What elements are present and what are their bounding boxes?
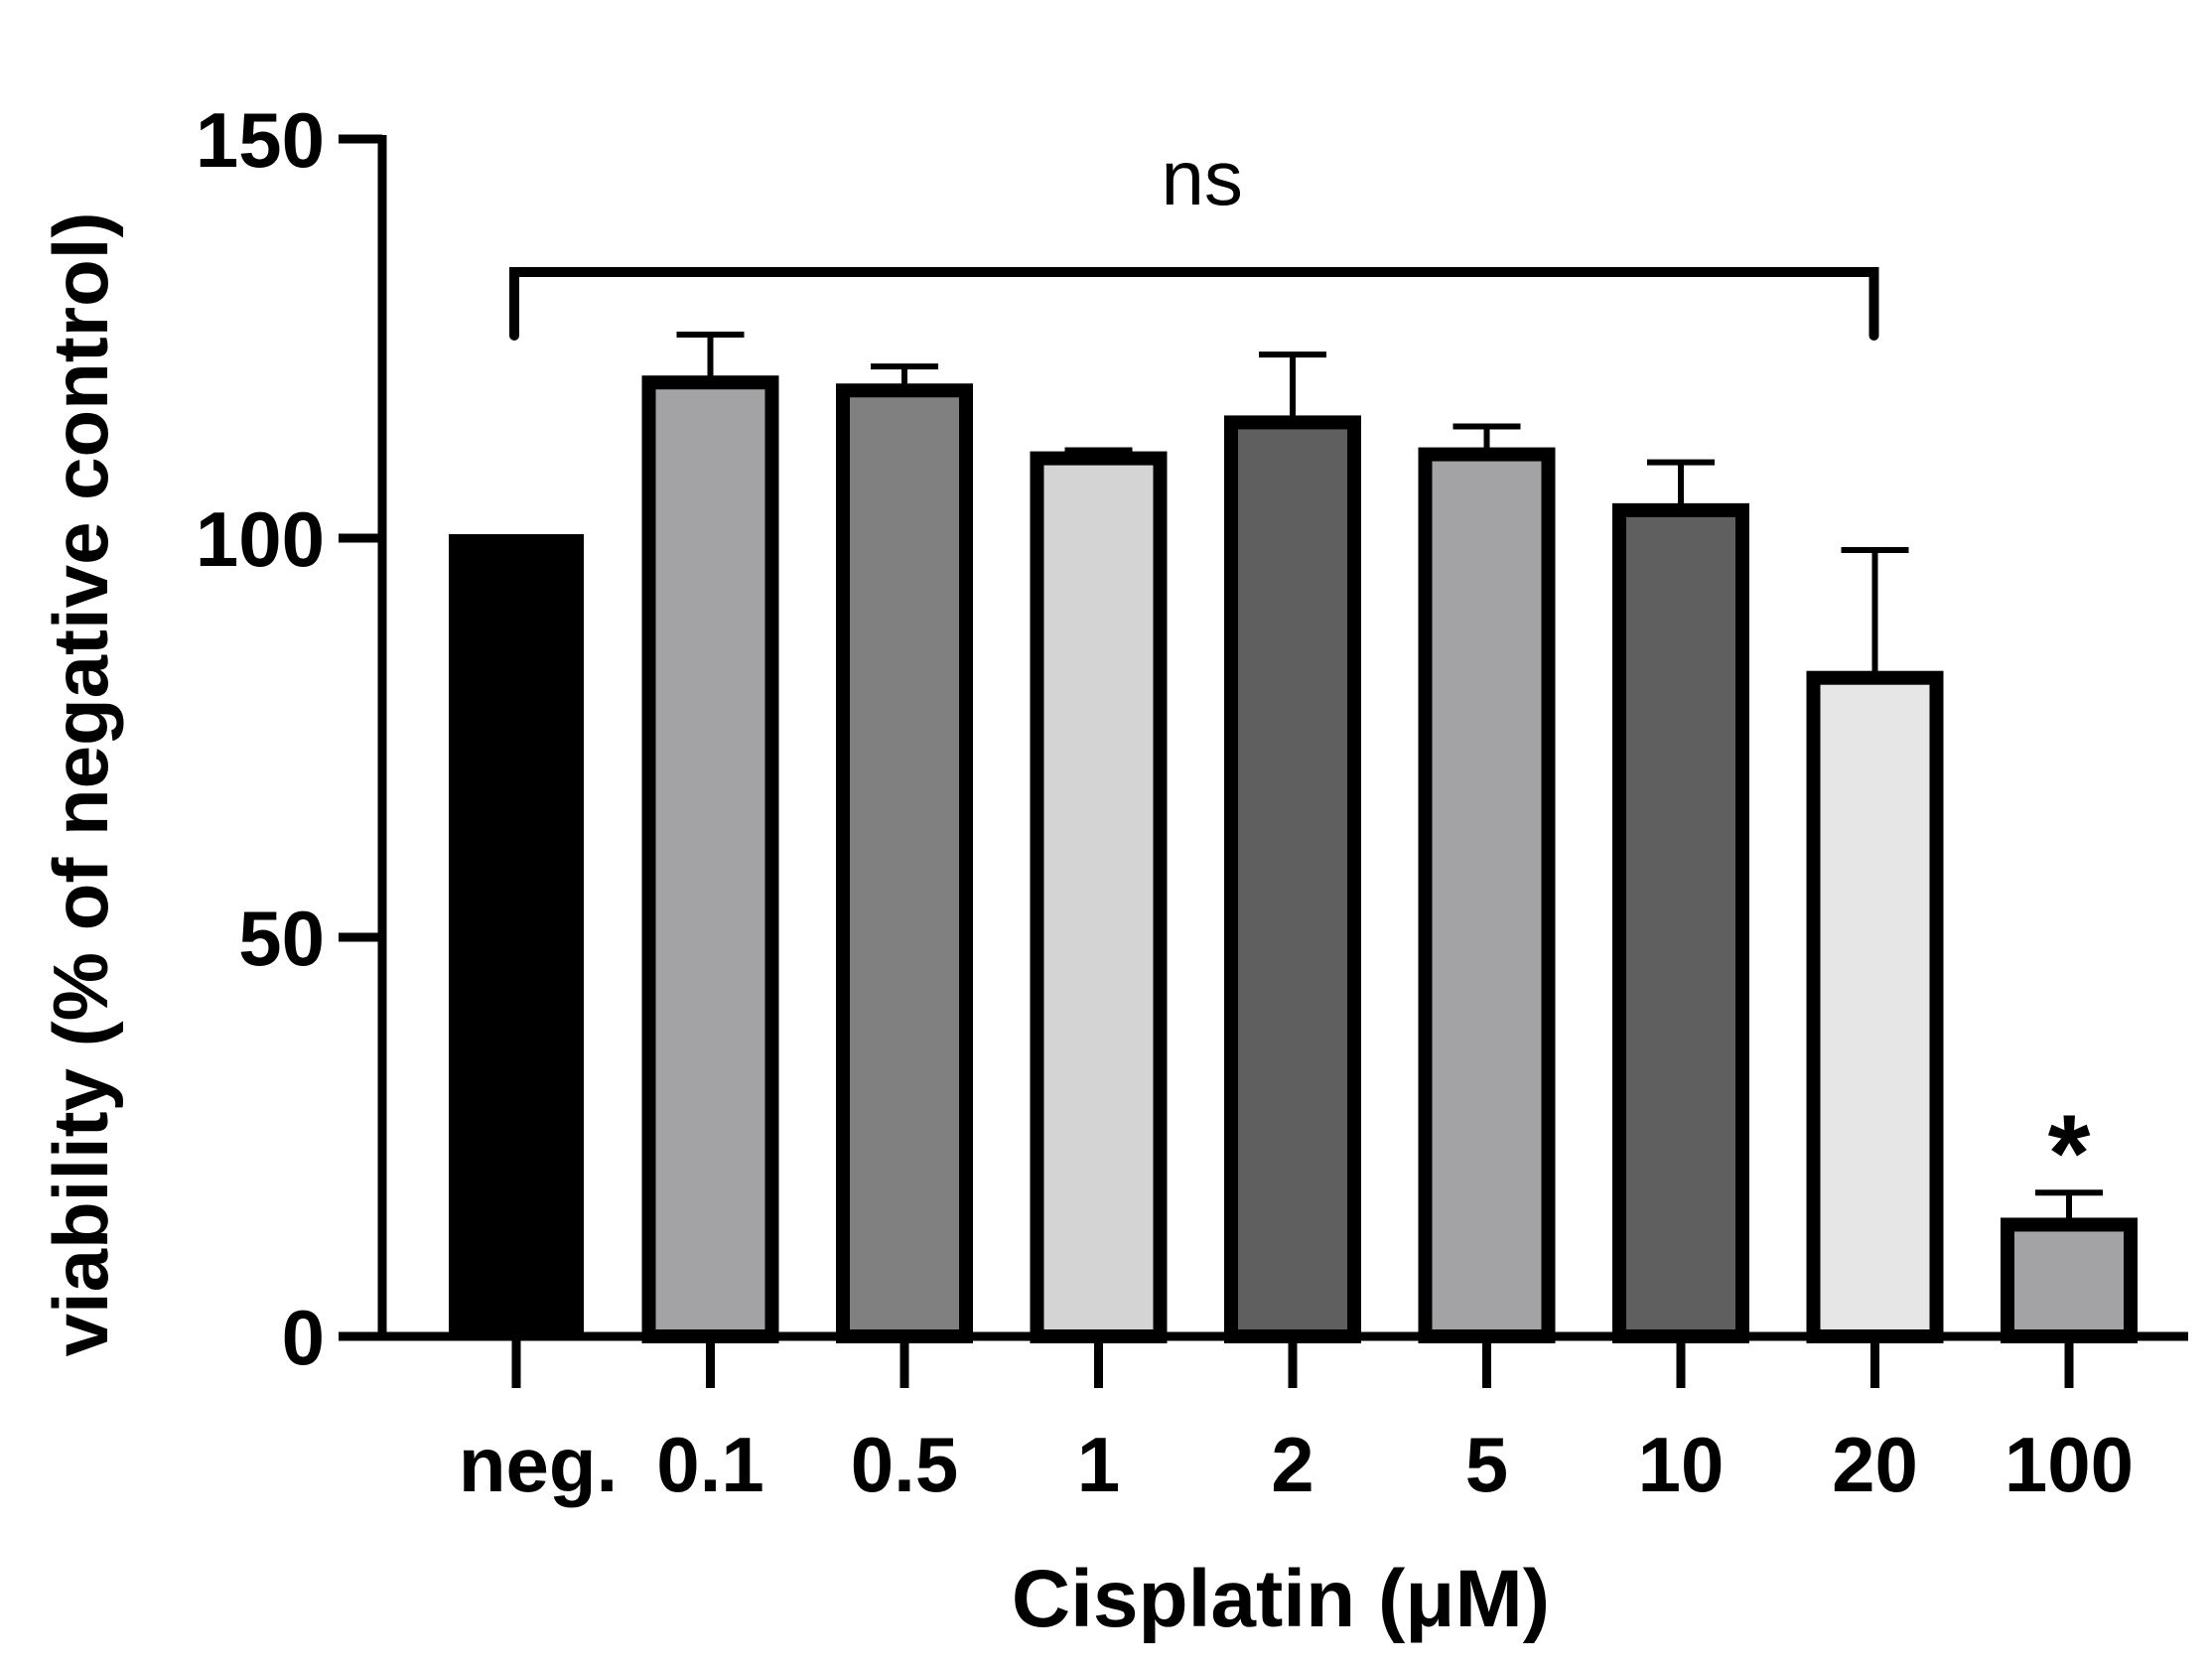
ns-bracket xyxy=(509,267,1879,341)
annotations-group: ns * xyxy=(509,134,2091,1214)
y-tick-label: 100 xyxy=(196,495,325,583)
bar xyxy=(1030,451,1168,1344)
ns-label: ns xyxy=(1162,134,1243,221)
bar xyxy=(1418,447,1556,1343)
x-tick-label: 1 xyxy=(1077,1421,1120,1508)
x-tick-label: 0.5 xyxy=(851,1421,958,1508)
y-ticks-group: 0 50 100 150 xyxy=(196,96,382,1381)
y-axis-label: viability (% of negative control) xyxy=(37,212,124,1357)
bar xyxy=(836,383,973,1343)
x-ticks-group: neg. 0.1 0.5 1 2 5 10 20 100 xyxy=(459,1336,2134,1508)
y-tick-label: 150 xyxy=(196,96,325,184)
y-tick-label: 50 xyxy=(238,895,325,982)
x-tick-label: 20 xyxy=(1832,1421,1918,1508)
x-tick-label: 100 xyxy=(2005,1421,2134,1508)
x-tick-label: neg. xyxy=(459,1421,618,1508)
x-tick-label: 2 xyxy=(1271,1421,1313,1508)
y-tick-label: 0 xyxy=(282,1294,325,1381)
bar xyxy=(1612,502,1749,1343)
significance-star: * xyxy=(2048,1092,2091,1214)
bar xyxy=(449,534,584,1336)
bar xyxy=(2001,1217,2138,1343)
axes-group xyxy=(377,135,2188,1341)
bar xyxy=(1224,415,1361,1344)
bar xyxy=(1806,670,1944,1343)
x-tick-label: 0.1 xyxy=(656,1421,763,1508)
x-tick-label: 10 xyxy=(1638,1421,1725,1508)
x-tick-label: 5 xyxy=(1465,1421,1508,1508)
bars-group xyxy=(449,331,2138,1344)
bar xyxy=(641,375,779,1344)
x-axis-label: Cisplatin (μM) xyxy=(1012,1554,1550,1644)
